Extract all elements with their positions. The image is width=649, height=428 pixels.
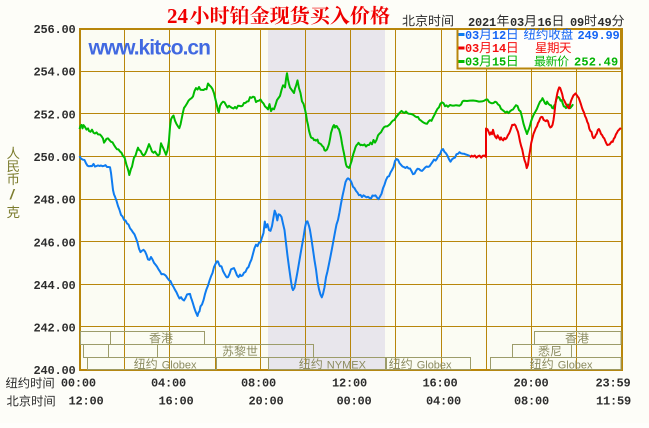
svg-text:Globex: Globex bbox=[162, 359, 197, 371]
svg-text:256.00: 256.00 bbox=[33, 23, 75, 37]
svg-text:252.49: 252.49 bbox=[574, 56, 618, 70]
svg-text:09: 09 bbox=[570, 16, 584, 30]
svg-text:03: 03 bbox=[465, 42, 479, 56]
svg-text:20:00: 20:00 bbox=[248, 395, 283, 409]
svg-text:248.00: 248.00 bbox=[33, 194, 75, 208]
svg-text:04:00: 04:00 bbox=[151, 376, 186, 390]
svg-text:24: 24 bbox=[167, 4, 189, 28]
svg-text:www.kitco.cn: www.kitco.cn bbox=[88, 36, 211, 59]
svg-text:15: 15 bbox=[492, 56, 506, 70]
svg-text:254.00: 254.00 bbox=[33, 66, 75, 80]
svg-text:03: 03 bbox=[465, 29, 479, 43]
svg-text:246.00: 246.00 bbox=[33, 236, 75, 250]
svg-text:11:59: 11:59 bbox=[596, 395, 631, 409]
svg-text:242.00: 242.00 bbox=[33, 322, 75, 336]
svg-text:252.00: 252.00 bbox=[33, 108, 75, 122]
svg-text:14: 14 bbox=[492, 42, 506, 56]
svg-text:249.99: 249.99 bbox=[578, 29, 620, 43]
svg-text:240.00: 240.00 bbox=[33, 364, 75, 378]
svg-text:03: 03 bbox=[465, 56, 479, 70]
svg-text:NYMEX: NYMEX bbox=[327, 359, 367, 371]
svg-text:16:00: 16:00 bbox=[158, 395, 193, 409]
svg-text:16: 16 bbox=[538, 16, 552, 30]
svg-text:08:00: 08:00 bbox=[514, 395, 549, 409]
svg-text:250.00: 250.00 bbox=[33, 151, 75, 165]
svg-text:00:00: 00:00 bbox=[336, 395, 371, 409]
svg-text:12:00: 12:00 bbox=[332, 376, 367, 390]
svg-text:/: / bbox=[9, 186, 16, 202]
svg-text:49: 49 bbox=[598, 16, 612, 30]
svg-text:23:59: 23:59 bbox=[595, 376, 630, 390]
svg-text:12:00: 12:00 bbox=[68, 395, 103, 409]
svg-text:244.00: 244.00 bbox=[33, 279, 75, 293]
svg-text:12: 12 bbox=[492, 29, 506, 43]
svg-text:04:00: 04:00 bbox=[426, 395, 461, 409]
svg-text:Globex: Globex bbox=[417, 359, 452, 371]
svg-text:16:00: 16:00 bbox=[422, 376, 457, 390]
svg-text:00:00: 00:00 bbox=[61, 376, 96, 390]
svg-text:20:00: 20:00 bbox=[513, 376, 548, 390]
svg-text:03: 03 bbox=[510, 16, 524, 30]
svg-text:2021: 2021 bbox=[468, 16, 496, 30]
svg-text:08:00: 08:00 bbox=[241, 376, 276, 390]
svg-text:Globex: Globex bbox=[558, 359, 593, 371]
